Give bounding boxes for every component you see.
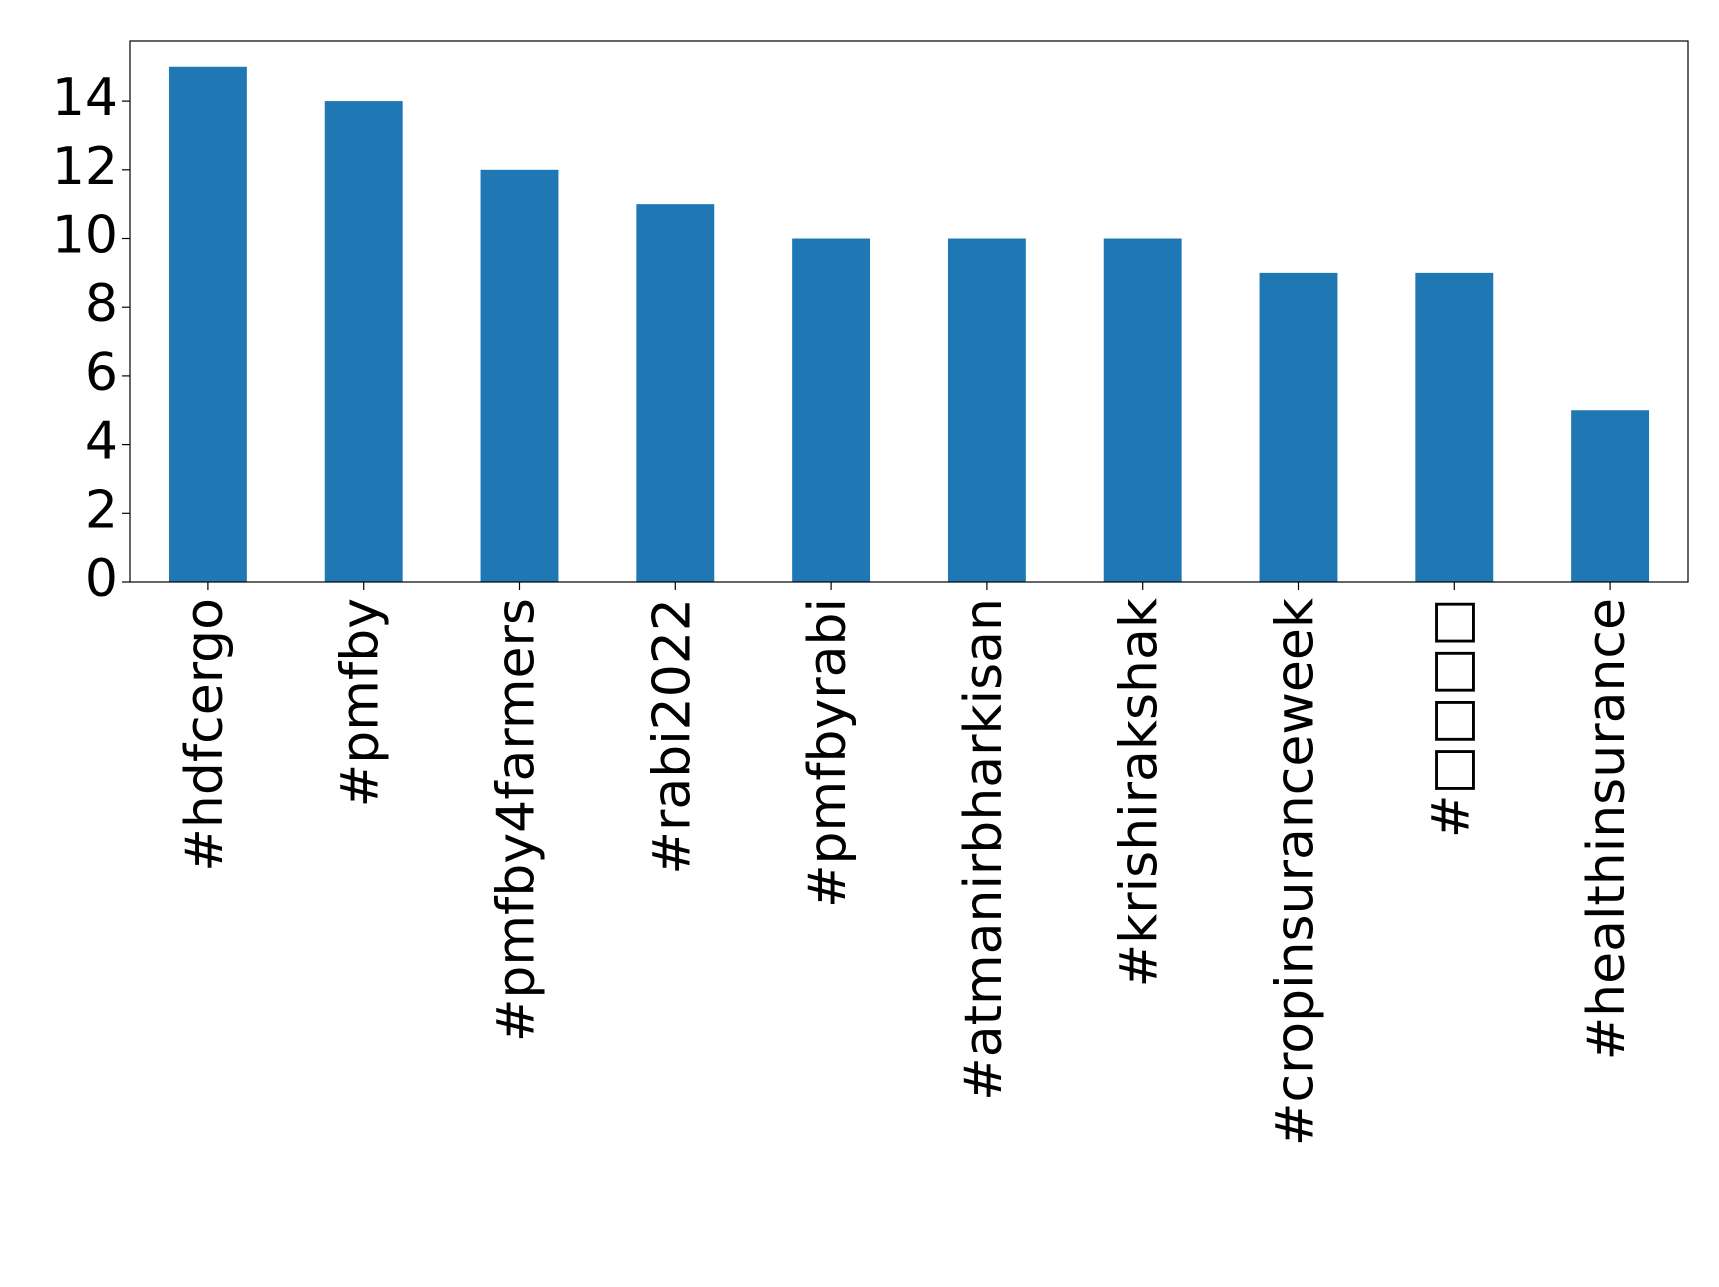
y-tick-label: 12 <box>52 137 118 197</box>
x-tick-label: #cropinsuranceweek <box>1266 598 1326 1146</box>
x-tick-label: #pmfby <box>331 598 391 807</box>
bar <box>947 238 1026 582</box>
y-tick-label: 2 <box>85 480 118 540</box>
bar <box>324 101 403 582</box>
bar <box>792 238 871 582</box>
bar <box>1103 238 1182 582</box>
bar <box>1415 272 1494 582</box>
x-tick-label: #□□□□ <box>1421 598 1481 838</box>
x-tick-label: #pmfby4farmers <box>487 598 547 1042</box>
bar <box>480 169 559 583</box>
x-tick-label: #rabi2022 <box>642 598 702 875</box>
axes-frame <box>129 40 1689 583</box>
bar <box>1259 272 1338 582</box>
bar <box>1571 410 1650 582</box>
x-tick-label: #atmanirbharkisan <box>954 598 1014 1101</box>
x-tick-label: #hdfcergo <box>175 598 235 872</box>
bar <box>168 66 247 582</box>
y-tick-label: 10 <box>52 206 118 266</box>
y-tick-label: 14 <box>52 68 118 128</box>
y-tick-label: 8 <box>85 274 118 334</box>
x-tick-label: #healthinsurance <box>1577 598 1637 1060</box>
y-tick-label: 6 <box>85 343 118 403</box>
y-tick-label: 0 <box>85 549 118 609</box>
x-tick-label: #pmfbyrabi <box>798 598 858 908</box>
y-tick-label: 4 <box>85 412 118 472</box>
bar <box>636 204 715 582</box>
x-tick-label: #krishirakshak <box>1110 598 1170 987</box>
